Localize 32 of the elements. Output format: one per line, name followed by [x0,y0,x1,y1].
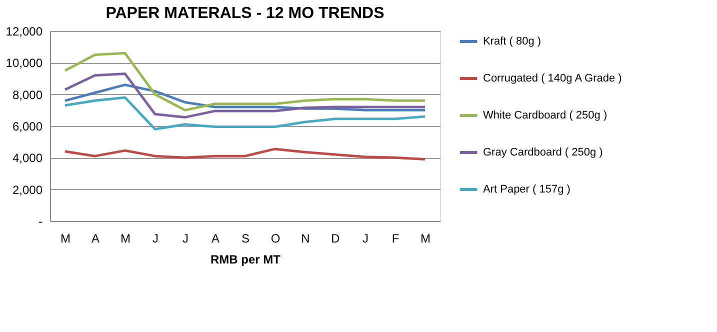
x-axis-title: RMB per MT [210,252,282,266]
x-tick-label: M [60,232,70,246]
y-tick-label: 8,000 [12,88,43,102]
y-tick-label: 12,000 [6,24,43,38]
x-tick-label: S [241,232,250,246]
legend-label: Art Paper ( 157g ) [483,184,570,196]
x-tick-label: J [152,232,158,246]
line-series [64,96,426,130]
x-tick-label: M [420,232,430,246]
legend-label: Gray Cardboard ( 250g ) [483,146,603,158]
x-tick-label: N [301,232,310,246]
x-tick-label: D [331,232,340,246]
x-tick-label: F [392,232,400,246]
x-tick-label: J [182,232,188,246]
x-tick-label: A [211,232,220,246]
y-tick-label: - [38,214,42,228]
line-series [64,148,426,160]
y-tick-label: 2,000 [12,182,43,197]
legend-label: White Cardboard ( 250g ) [483,110,608,122]
y-tick-label: 10,000 [6,56,43,70]
line-series [64,52,426,112]
legend-label: Corrugated ( 140g A Grade ) [483,72,622,84]
y-tick-label: 6,000 [12,120,43,134]
line-series [64,72,426,119]
line-series [64,84,426,112]
x-tick-label: J [362,232,368,246]
x-tick-label: O [270,232,280,246]
y-tick-label: 4,000 [12,151,43,166]
legend-label: Kraft ( 80g ) [483,36,542,48]
x-tick-label: A [91,232,100,246]
x-tick-label: M [120,232,130,246]
chart-title: PAPER MATERALS - 12 MO TRENDS [106,5,385,22]
